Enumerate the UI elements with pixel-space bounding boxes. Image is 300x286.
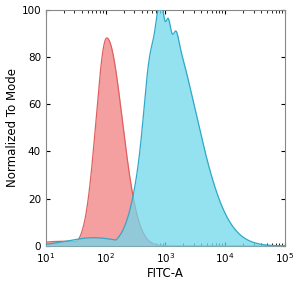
X-axis label: FITC-A: FITC-A [147, 267, 184, 281]
Y-axis label: Normalized To Mode: Normalized To Mode [6, 68, 19, 187]
